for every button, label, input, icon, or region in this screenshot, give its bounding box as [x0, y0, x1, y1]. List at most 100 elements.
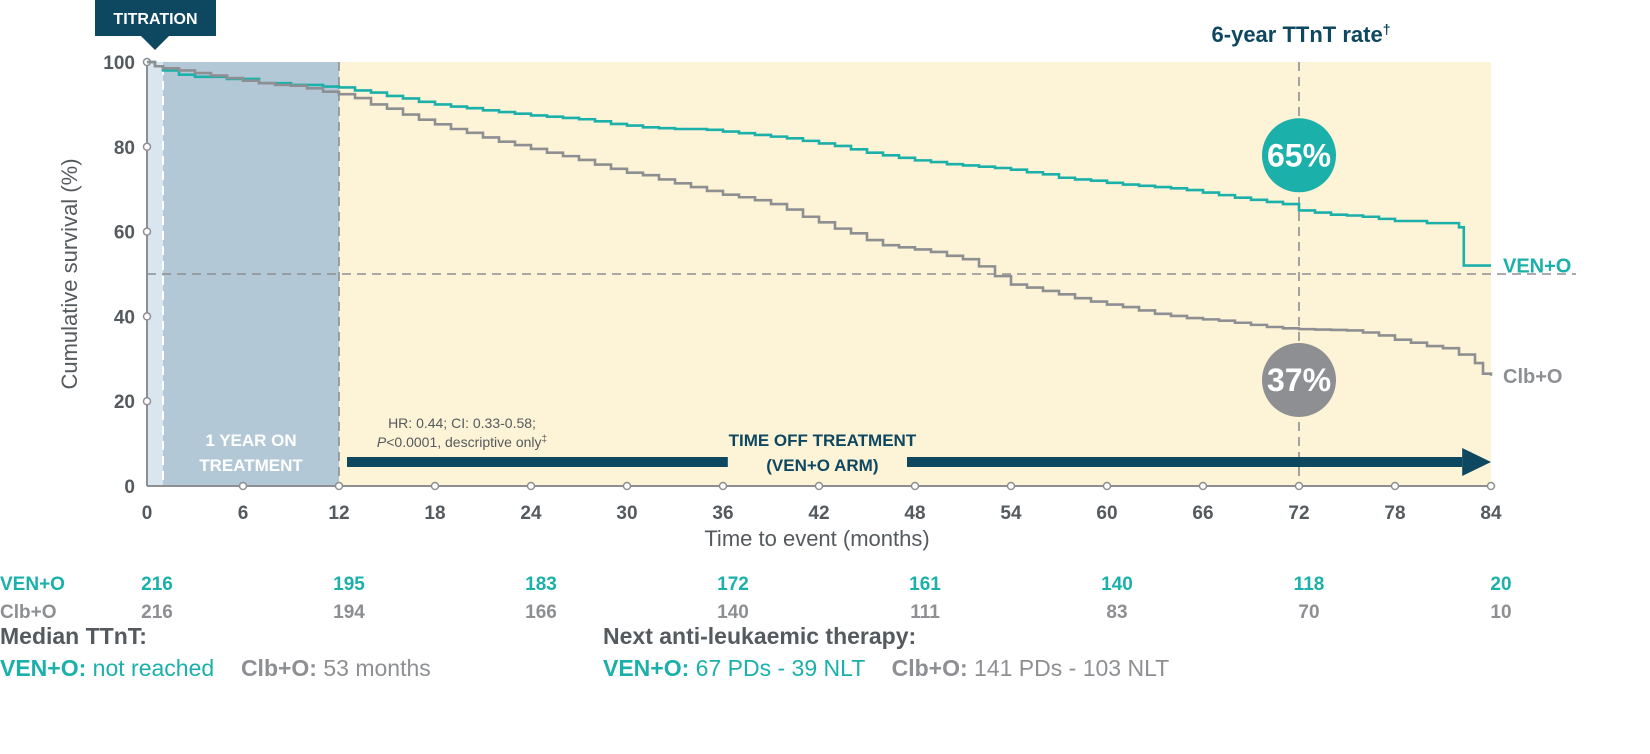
median-clb-o-label: Clb+O: — [240, 655, 317, 681]
x-tick-mark — [1294, 481, 1304, 491]
ven-o-rate-circle — [1262, 118, 1336, 193]
y-tick-mark — [142, 396, 152, 406]
x-tick-mark — [430, 481, 440, 491]
ven-o-survival-curve — [147, 60, 1491, 267]
hazard-ratio-annotation: HR: 0.44; CI: 0.33-0.58; — [388, 415, 536, 431]
y-tick-mark — [142, 227, 152, 236]
number-at-risk-table: VEN+O 216 195 183 172 161 140 118 20 Clb+O 216 194 1… — [0, 574, 1512, 623]
risk-value: 195 — [333, 574, 365, 595]
x-axis-title: Time to event (months) — [704, 526, 929, 551]
risk-value: 20 — [1490, 574, 1511, 595]
risk-value: 83 — [1106, 602, 1127, 623]
x-tick-label: 30 — [616, 503, 637, 524]
off-treatment-label-line2: (VEN+O ARM) — [766, 456, 878, 475]
risk-value: 140 — [1101, 574, 1133, 595]
titration-label: TITRATION — [113, 11, 197, 28]
p-value-text: <0.0001, descriptive only — [386, 434, 541, 450]
risk-row-label: Clb+O — [0, 602, 56, 623]
off-treatment-arrow-segment-right — [907, 457, 1463, 467]
p-value-mark: ‡ — [542, 434, 548, 445]
x-tick-mark — [622, 481, 632, 491]
x-tick-label: 66 — [1192, 503, 1213, 524]
risk-value: 183 — [525, 574, 557, 595]
risk-value: 161 — [909, 574, 941, 595]
next-therapy-block: Next anti-leukaemic therapy: VEN+O: 67 P… — [603, 620, 1169, 684]
x-tick-label: 12 — [328, 503, 349, 524]
y-tick-label: 0 — [124, 477, 135, 498]
p-symbol: P — [377, 434, 387, 450]
x-tick-mark — [334, 481, 344, 491]
clb-o-rate-value: 37% — [1267, 362, 1331, 398]
ven-o-end-label: VEN+O — [1503, 256, 1571, 278]
median-ttnt-values: VEN+O: not reached Clb+O: 53 months — [0, 652, 431, 684]
x-tick-mark — [814, 481, 824, 491]
ven-o-rate-value: 65% — [1267, 137, 1331, 173]
median-ven-o-label: VEN+O: — [0, 655, 87, 681]
x-tick-mark — [1006, 481, 1016, 491]
clb-o-rate-circle — [1262, 343, 1336, 417]
x-tick-label: 24 — [520, 503, 542, 524]
next-therapy-values: VEN+O: 67 PDs - 39 NLT Clb+O: 141 PDs - … — [603, 652, 1169, 684]
x-tick-label: 48 — [904, 503, 925, 524]
median-ven-o-value: not reached — [92, 655, 215, 681]
x-tick-label: 0 — [142, 503, 153, 524]
y-tick-mark — [142, 142, 152, 152]
next-clb-o-label: Clb+O: — [891, 655, 968, 681]
x-tick-label: 72 — [1288, 503, 1309, 524]
off-treatment-arrow-segment-left — [347, 457, 728, 467]
axes: 0 20 40 60 80 100 0 6 12 18 24 30 36 42 48 54 60 66 72 78 84 — [103, 53, 1502, 524]
risk-value: 140 — [717, 602, 749, 623]
y-tick-label: 100 — [103, 53, 135, 74]
x-tick-label: 6 — [238, 503, 249, 524]
next-clb-o-value: 141 PDs - 103 NLT — [974, 655, 1170, 681]
titration-tag-shape — [95, 0, 216, 50]
rate-header-mark: † — [1383, 21, 1391, 37]
rate-header: 6-year TTnT rate† — [1212, 21, 1391, 47]
y-tick-label: 20 — [114, 392, 135, 413]
x-tick-label: 84 — [1480, 503, 1502, 524]
on-treatment-label-line2: TREATMENT — [199, 456, 303, 475]
x-tick-mark — [718, 481, 728, 491]
clb-o-survival-curve — [147, 60, 1493, 376]
on-treatment-label-line1: 1 YEAR ON — [205, 431, 296, 450]
x-tick-mark — [1486, 481, 1496, 491]
risk-value: 194 — [333, 602, 365, 623]
x-tick-mark — [1198, 481, 1208, 491]
x-tick-mark — [1390, 481, 1400, 491]
y-axis-title: Cumulative survival (%) — [57, 158, 82, 389]
off-treatment-arrow-head — [1462, 448, 1491, 476]
x-tick-label: 42 — [808, 503, 829, 524]
median-ttnt-block: Median TTnT: VEN+O: not reached Clb+O: 5… — [0, 620, 431, 684]
median-clb-o-value: 53 months — [323, 655, 431, 681]
y-tick-label: 40 — [114, 307, 135, 328]
y-tick-label: 80 — [114, 138, 135, 159]
titration-tag: TITRATION — [95, 0, 216, 50]
rate-header-text: 6-year TTnT rate — [1212, 22, 1383, 47]
risk-value: 166 — [525, 602, 557, 623]
median-ttnt-heading: Median TTnT: — [0, 623, 147, 649]
y-tick-label: 60 — [114, 223, 135, 244]
risk-value: 10 — [1490, 602, 1511, 623]
p-value-annotation: P<0.0001, descriptive only‡ — [377, 434, 547, 451]
next-therapy-heading: Next anti-leukaemic therapy: — [603, 623, 917, 649]
x-tick-label: 78 — [1384, 503, 1405, 524]
y-tick-mark — [142, 312, 152, 321]
x-tick-label: 18 — [424, 503, 445, 524]
risk-row-label: VEN+O — [0, 574, 65, 595]
risk-value: 216 — [141, 602, 173, 623]
clb-o-end-label: Clb+O — [1503, 366, 1562, 388]
next-ven-o-label: VEN+O: — [603, 655, 690, 681]
next-ven-o-value: 67 PDs - 39 NLT — [695, 655, 865, 681]
x-tick-label: 60 — [1096, 503, 1117, 524]
x-tick-mark — [1102, 481, 1112, 491]
off-treatment-label-line1: TIME OFF TREATMENT — [729, 431, 917, 450]
x-tick-mark — [526, 481, 536, 491]
risk-value: 111 — [910, 602, 940, 623]
x-tick-mark — [238, 481, 248, 491]
x-tick-label: 36 — [712, 503, 733, 524]
risk-value: 172 — [717, 574, 749, 595]
risk-value: 216 — [141, 574, 173, 595]
risk-value: 118 — [1294, 574, 1325, 595]
x-tick-mark — [910, 481, 920, 491]
